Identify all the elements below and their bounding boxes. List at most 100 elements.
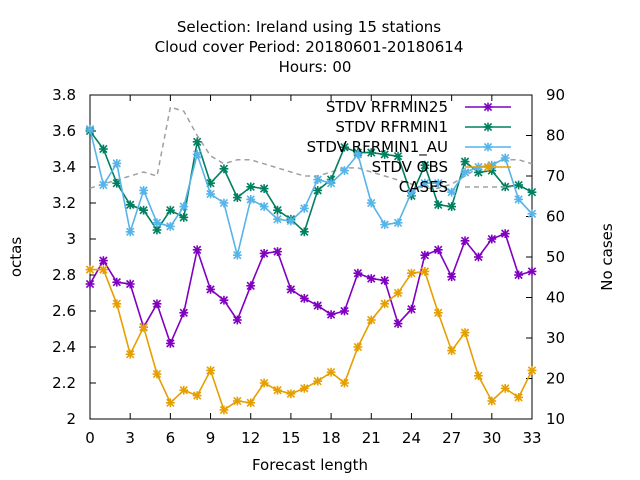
y-tick-label: 3.4: [52, 158, 76, 176]
y-tick-label: 2: [66, 410, 76, 428]
x-tick-label: 9: [206, 429, 216, 447]
legend-marker: [483, 142, 493, 152]
series-point: [246, 398, 256, 408]
series-point: [139, 205, 148, 215]
series-point: [165, 398, 175, 408]
series-line: [89, 130, 533, 234]
series-point: [125, 279, 135, 289]
x-tick-label: 12: [241, 429, 260, 447]
series-line: [89, 232, 533, 346]
legend-label: STDV RFRMIN25: [326, 98, 448, 116]
series-point: [246, 281, 256, 291]
series-point: [527, 366, 537, 375]
series-point: [500, 153, 510, 163]
y2-tick-label: 50: [546, 248, 565, 266]
chart-title-line-2: Cloud cover Period: 20180601-20180614: [155, 38, 464, 56]
series-point: [500, 384, 510, 393]
series-point: [299, 204, 309, 213]
series-point: [407, 304, 416, 314]
series-point: [527, 267, 537, 276]
y-tick-label: 3.2: [52, 194, 76, 212]
series-2: [85, 124, 537, 260]
series-point: [139, 322, 148, 332]
series-point: [206, 189, 215, 199]
series-point: [192, 245, 202, 255]
series-point: [125, 349, 135, 359]
y-tick-label: 3.8: [52, 86, 76, 104]
series-point: [98, 180, 108, 190]
y-tick-label: 2.6: [52, 302, 76, 320]
series-point: [219, 405, 229, 415]
series-point: [353, 268, 363, 278]
series-point: [340, 378, 349, 388]
series-point: [179, 202, 189, 211]
series-point: [420, 160, 430, 170]
series-point: [286, 285, 296, 294]
series-point: [447, 202, 457, 211]
series-point: [313, 301, 323, 310]
series-point: [527, 187, 537, 197]
legend: STDV RFRMIN25 STDV RFRMIN1 STDV RFRMIN1_AU…: [307, 98, 511, 196]
series-point: [219, 164, 229, 174]
legend-label: CASES: [399, 178, 448, 196]
series-point: [460, 168, 470, 177]
series-point: [85, 265, 95, 274]
legend-marker: [483, 102, 493, 112]
series-point: [460, 236, 470, 246]
series-point: [286, 216, 296, 226]
x-axis-ticks: 0 3 6 9 12 15 18 21 24 27 30 33: [85, 95, 542, 447]
series-layer: [85, 106, 537, 415]
series-point: [380, 276, 390, 285]
series-point: [407, 268, 416, 278]
series-point: [192, 391, 202, 400]
series-point: [232, 250, 242, 260]
series-point: [514, 393, 524, 402]
series-point: [246, 182, 256, 192]
chart-title-line-1: Selection: Ireland using 15 stations: [177, 18, 441, 36]
series-0: [85, 229, 537, 348]
y2-tick-label: 30: [546, 329, 565, 347]
x-tick-label: 21: [362, 429, 381, 447]
series-line: [89, 129, 533, 256]
y-tick-label: 2.4: [52, 338, 76, 356]
series-point: [380, 220, 390, 229]
series-point: [433, 200, 443, 210]
series-3: [85, 265, 537, 415]
series-point: [259, 202, 269, 211]
series-point: [246, 195, 256, 204]
series-point: [299, 384, 309, 393]
x-tick-label: 15: [281, 429, 300, 447]
series-point: [152, 299, 162, 309]
series-point: [179, 213, 189, 222]
series-point: [326, 367, 336, 377]
series-point: [313, 376, 323, 386]
series-point: [393, 288, 403, 298]
series-point: [340, 306, 349, 316]
series-point: [152, 218, 162, 228]
series-line: [90, 268, 533, 412]
series-point: [85, 124, 95, 134]
x-tick-label: 3: [125, 429, 135, 447]
series-point: [192, 150, 202, 159]
series-point: [112, 299, 122, 309]
y2-tick-label: 60: [546, 208, 565, 226]
series-point: [420, 267, 430, 276]
series-point: [447, 272, 457, 282]
series-point: [340, 142, 349, 152]
series-point: [206, 285, 215, 294]
series-point: [527, 209, 537, 219]
series-point: [433, 178, 443, 188]
series-point: [514, 195, 524, 204]
x-tick-label: 18: [322, 429, 341, 447]
x-tick-label: 6: [166, 429, 176, 447]
series-point: [299, 294, 309, 303]
series-point: [353, 342, 363, 352]
series-point: [353, 150, 363, 159]
series-point: [380, 299, 390, 309]
series-point: [366, 274, 376, 283]
series-point: [447, 187, 457, 197]
y2-tick-label: 80: [546, 127, 565, 145]
series-point: [273, 214, 282, 224]
y2-axis-ticks: 10 20 30 40 50 60 70 80 90: [526, 86, 565, 428]
series-point: [152, 369, 162, 379]
